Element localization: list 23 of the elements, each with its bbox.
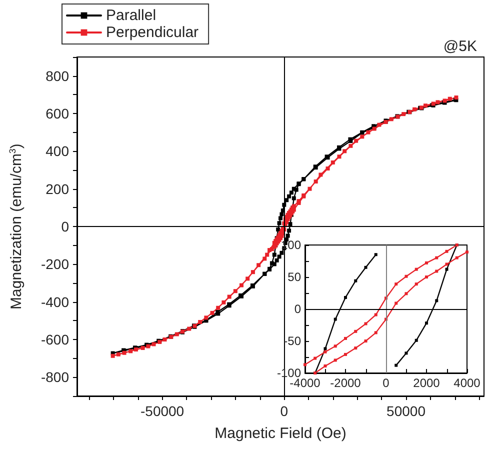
y-tick-label: 800: [46, 68, 70, 84]
y-tick-label: 600: [46, 106, 70, 122]
x-axis-title: Magnetic Field (Oe): [214, 425, 346, 442]
y-tick-label: -200: [40, 256, 70, 272]
x-tick-label: -2000: [330, 376, 362, 390]
y-tick-label: -600: [40, 332, 70, 348]
y-tick-label: 400: [46, 143, 70, 160]
y-axis-title: Magnetization (emu/cm3): [8, 144, 25, 310]
x-tick-label: -50000: [140, 403, 184, 419]
legend-label: Perpendicular: [106, 24, 199, 41]
y-tick-label: -800: [40, 369, 70, 386]
chart-title: @5K: [443, 38, 478, 55]
y-tick-label: 200: [46, 180, 70, 197]
y-tick-label: 0: [294, 302, 302, 316]
y-tick-label: 50: [288, 270, 302, 284]
x-tick-label: -4000: [290, 376, 321, 390]
x-tick-label: 0: [382, 376, 390, 390]
y-tick-label: -400: [40, 294, 70, 310]
x-tick-label: 50000: [386, 403, 426, 419]
y-tick-label: 0: [61, 218, 70, 234]
x-tick-label: 4000: [454, 376, 481, 390]
legend-label: Parallel: [106, 7, 156, 24]
x-tick-label: 2000: [413, 376, 440, 390]
